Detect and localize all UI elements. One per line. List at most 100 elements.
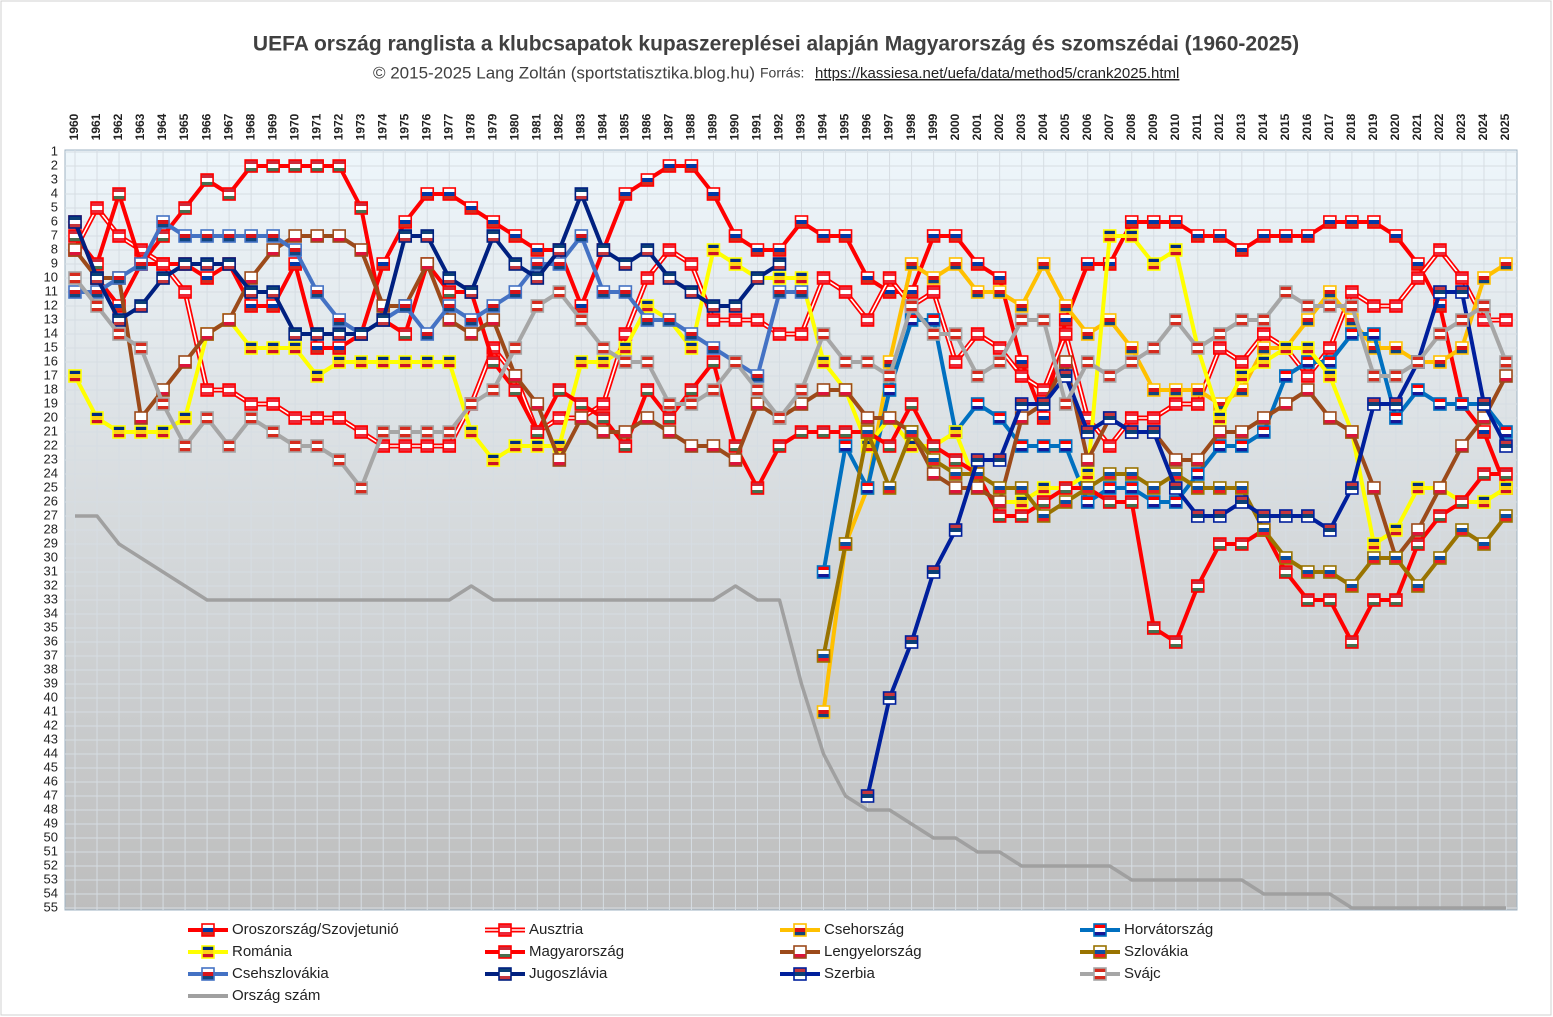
flag-marker — [376, 299, 391, 313]
flag-stripe — [1147, 346, 1160, 351]
flag-border — [1190, 481, 1205, 495]
flag-stripe — [1455, 528, 1468, 533]
x-tick-label: 2001 — [970, 113, 984, 140]
flag-marker — [772, 271, 787, 285]
flag-stripe — [1169, 398, 1182, 403]
flag-stripe — [421, 430, 434, 435]
flag-stripe — [1301, 598, 1314, 603]
y-tick-label: 3 — [51, 171, 58, 186]
flag-stripe — [311, 238, 324, 243]
flag-border — [1058, 495, 1073, 509]
flag-stripe — [377, 318, 390, 323]
flag-stripe — [201, 328, 214, 333]
flag-border — [574, 187, 589, 201]
flag-stripe — [465, 434, 478, 439]
flag-stripe — [993, 290, 1006, 295]
flag-marker — [1367, 593, 1381, 607]
flag-border — [1367, 299, 1381, 313]
flag-border — [574, 299, 589, 313]
flag-stripe — [1213, 332, 1226, 337]
flag-stripe — [773, 276, 786, 281]
flag-marker — [1455, 495, 1469, 509]
flag-stripe — [179, 294, 192, 299]
flag-stripe — [861, 416, 874, 421]
flag-marker — [816, 327, 831, 341]
flag-stripe — [1213, 234, 1226, 239]
y-tick-label: 24 — [44, 465, 58, 480]
flag-border — [1433, 481, 1447, 495]
flag-stripe — [1301, 322, 1314, 327]
flag-marker — [1499, 467, 1513, 481]
flag-marker — [860, 481, 875, 495]
flag-stripe — [1279, 574, 1292, 579]
flag-border — [618, 439, 633, 453]
flag-border — [706, 439, 721, 453]
flag-stripe — [333, 164, 346, 169]
flag-stripe — [355, 332, 368, 337]
flag-marker — [332, 159, 346, 173]
flag-stripe — [1500, 266, 1512, 271]
flag-stripe — [487, 388, 500, 393]
flag-border — [310, 285, 324, 299]
flag-stripe — [1125, 342, 1138, 347]
flag-marker — [1168, 481, 1183, 495]
flag-stripe — [1037, 388, 1050, 393]
flag-stripe — [487, 304, 500, 309]
flag-stripe — [1191, 238, 1204, 243]
source-link[interactable]: https://kassiesa.net/uefa/data/method5/c… — [815, 65, 1179, 82]
flag-marker — [1389, 397, 1403, 411]
legend-label: Ország szám — [232, 987, 320, 1004]
flag-stripe — [993, 496, 1006, 501]
flag-marker — [1323, 369, 1337, 383]
flag-stripe — [1477, 546, 1490, 551]
flag-border — [266, 159, 280, 173]
flag-stripe — [1323, 364, 1336, 369]
flag-marker — [1499, 509, 1513, 523]
flag-border — [1367, 215, 1381, 229]
flag-border — [1301, 299, 1315, 313]
flag-stripe — [421, 262, 434, 267]
flag-stripe — [839, 234, 852, 239]
flag-stripe — [575, 412, 588, 417]
flag-marker — [134, 425, 148, 439]
flag-stripe — [1433, 514, 1446, 519]
flag-stripe — [1059, 448, 1072, 453]
flag-stripe — [1015, 510, 1028, 515]
flag-stripe — [817, 280, 830, 285]
flag-stripe — [421, 356, 434, 361]
flag-stripe — [1125, 234, 1138, 239]
flag-border — [1279, 229, 1293, 243]
flag-marker — [1213, 341, 1227, 355]
flag-border — [1102, 411, 1117, 425]
flag-stripe — [1103, 496, 1116, 501]
flag-border — [1235, 537, 1249, 551]
flag-stripe — [311, 370, 324, 375]
flag-stripe — [663, 318, 676, 323]
flag-marker — [244, 271, 258, 285]
flag-stripe — [333, 322, 346, 327]
flag-marker — [1411, 523, 1425, 537]
flag-marker — [684, 327, 699, 341]
flag-stripe — [1345, 584, 1358, 589]
flag-stripe — [91, 276, 104, 281]
x-tick-label: 2023 — [1454, 113, 1468, 140]
flag-stripe — [597, 244, 610, 249]
flag-border — [596, 425, 611, 439]
flag-marker — [948, 425, 963, 439]
flag-marker — [420, 327, 435, 341]
flag-marker — [1499, 355, 1513, 369]
flag-stripe — [355, 206, 368, 211]
flag-border — [201, 945, 215, 959]
flag-stripe — [333, 462, 346, 467]
flag-stripe — [267, 406, 280, 411]
flag-stripe — [1389, 304, 1402, 309]
flag-marker — [1345, 635, 1359, 649]
flag-stripe — [817, 654, 830, 659]
flag-stripe — [883, 356, 896, 361]
x-tick-label: 2007 — [1102, 113, 1116, 140]
flag-stripe — [267, 426, 280, 431]
flag-border — [1389, 523, 1403, 537]
flag-stripe — [1147, 350, 1160, 355]
flag-stripe — [905, 434, 918, 439]
flag-stripe — [1235, 356, 1248, 361]
